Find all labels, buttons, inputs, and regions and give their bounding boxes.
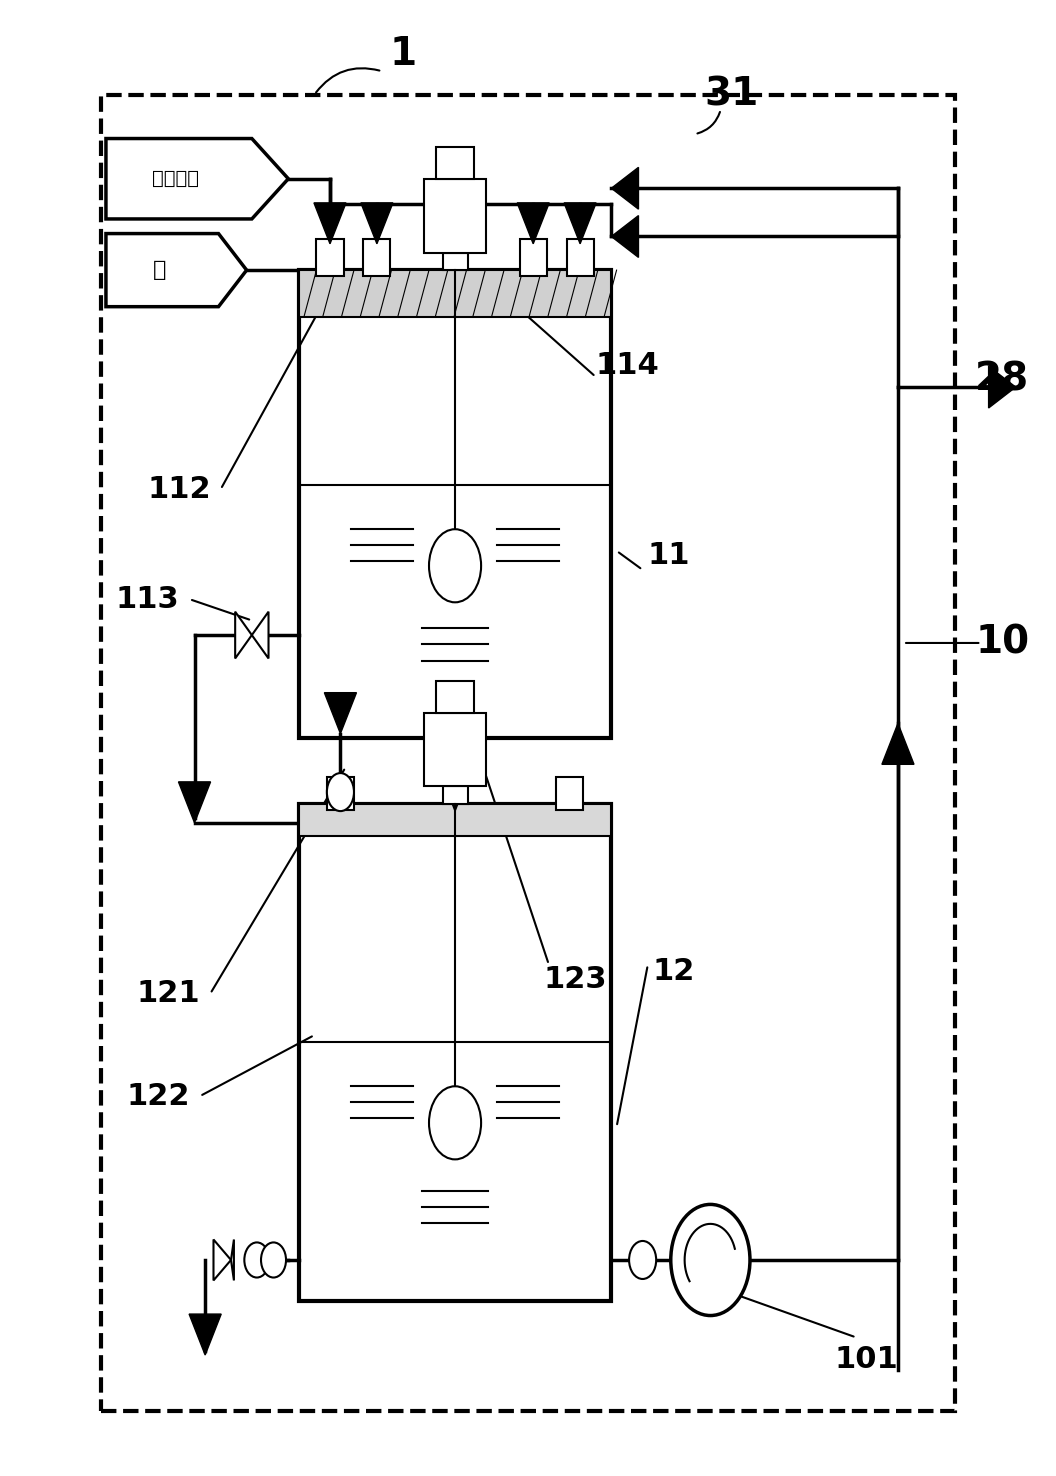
Polygon shape	[251, 611, 268, 658]
Bar	[299, 804, 611, 835]
Text: 101: 101	[835, 1345, 899, 1374]
Polygon shape	[213, 1240, 231, 1281]
Text: 31: 31	[704, 75, 758, 114]
Polygon shape	[235, 611, 251, 658]
Polygon shape	[314, 202, 346, 244]
Circle shape	[629, 1241, 656, 1280]
Polygon shape	[517, 202, 549, 244]
Polygon shape	[324, 692, 357, 734]
Text: 28: 28	[975, 360, 1030, 399]
Polygon shape	[189, 1314, 221, 1355]
Polygon shape	[439, 770, 471, 812]
Text: 1: 1	[390, 35, 416, 72]
Bar	[363, 239, 391, 276]
Bar	[299, 270, 611, 738]
Bar	[436, 148, 474, 180]
Bar	[423, 713, 487, 787]
Text: 123: 123	[543, 965, 606, 993]
Text: 水: 水	[153, 260, 166, 280]
Text: 111: 111	[365, 285, 430, 314]
Polygon shape	[231, 1240, 234, 1281]
Text: 114: 114	[596, 351, 659, 379]
Bar	[520, 239, 547, 276]
Text: 10: 10	[975, 624, 1030, 661]
Polygon shape	[611, 215, 639, 257]
Polygon shape	[178, 782, 210, 822]
Circle shape	[327, 773, 354, 812]
Polygon shape	[611, 167, 639, 210]
Bar	[100, 94, 956, 1411]
Circle shape	[671, 1204, 750, 1315]
Bar	[299, 804, 611, 1300]
Polygon shape	[564, 202, 597, 244]
Circle shape	[429, 530, 482, 602]
Text: 亚硫酸镁: 亚硫酸镁	[152, 170, 199, 189]
Polygon shape	[439, 202, 471, 244]
Polygon shape	[106, 139, 288, 218]
Text: 12: 12	[653, 958, 695, 986]
Text: 112: 112	[147, 475, 211, 503]
Polygon shape	[988, 366, 1016, 407]
Bar	[317, 239, 343, 276]
Text: 11: 11	[647, 540, 690, 570]
Bar	[423, 180, 487, 252]
Bar	[436, 680, 474, 713]
Bar	[327, 778, 354, 810]
Circle shape	[244, 1243, 269, 1278]
Bar	[299, 270, 611, 317]
Polygon shape	[361, 202, 393, 244]
Polygon shape	[882, 723, 914, 765]
Text: 122: 122	[127, 1082, 190, 1111]
Polygon shape	[106, 233, 247, 307]
Circle shape	[429, 1086, 482, 1159]
Bar	[442, 252, 468, 270]
Circle shape	[261, 1243, 286, 1278]
Text: 113: 113	[116, 584, 180, 614]
Text: 121: 121	[136, 980, 201, 1008]
Bar	[442, 787, 468, 804]
Bar	[567, 239, 593, 276]
Bar	[557, 778, 583, 810]
